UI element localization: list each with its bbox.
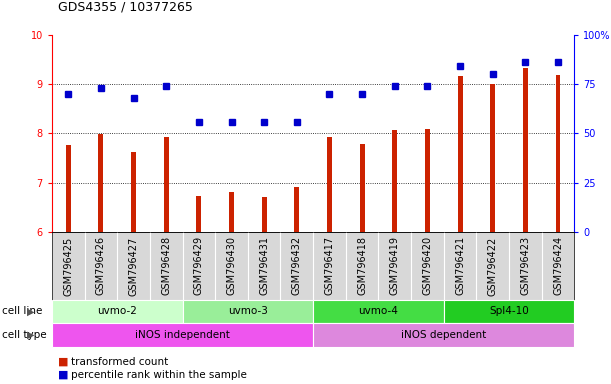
Text: GDS4355 / 10377265: GDS4355 / 10377265 xyxy=(58,0,193,13)
Bar xyxy=(327,137,332,232)
Text: GSM796419: GSM796419 xyxy=(390,237,400,295)
Text: GSM796427: GSM796427 xyxy=(128,236,139,296)
Bar xyxy=(458,76,463,232)
Bar xyxy=(523,68,528,232)
Text: ▶: ▶ xyxy=(27,306,35,316)
Text: cell line: cell line xyxy=(2,306,42,316)
Text: GSM796432: GSM796432 xyxy=(292,237,302,295)
Bar xyxy=(392,130,397,232)
Text: uvmo-3: uvmo-3 xyxy=(228,306,268,316)
Text: iNOS dependent: iNOS dependent xyxy=(401,330,486,340)
Text: transformed count: transformed count xyxy=(71,357,169,367)
Bar xyxy=(490,84,495,232)
Bar xyxy=(131,152,136,232)
Text: GSM796425: GSM796425 xyxy=(64,236,73,296)
Text: GSM796429: GSM796429 xyxy=(194,237,204,295)
Text: GSM796418: GSM796418 xyxy=(357,237,367,295)
Bar xyxy=(555,75,560,232)
Text: GSM796426: GSM796426 xyxy=(96,237,106,295)
Bar xyxy=(425,129,430,232)
Text: GSM796424: GSM796424 xyxy=(553,237,563,295)
Text: GSM796428: GSM796428 xyxy=(161,237,171,295)
Text: uvmo-4: uvmo-4 xyxy=(359,306,398,316)
Text: GSM796423: GSM796423 xyxy=(521,237,530,295)
Text: GSM796420: GSM796420 xyxy=(422,237,433,295)
Bar xyxy=(196,196,201,232)
Bar xyxy=(229,192,234,232)
Bar xyxy=(262,197,266,232)
Text: GSM796422: GSM796422 xyxy=(488,236,498,296)
Bar xyxy=(98,134,103,232)
Text: GSM796421: GSM796421 xyxy=(455,237,465,295)
Text: GSM796417: GSM796417 xyxy=(324,237,334,295)
Bar xyxy=(295,187,299,232)
Text: GSM796430: GSM796430 xyxy=(227,237,236,295)
Text: ▶: ▶ xyxy=(27,330,35,340)
Text: ■: ■ xyxy=(58,370,68,380)
Bar xyxy=(164,137,169,232)
Bar xyxy=(66,145,71,232)
Text: GSM796431: GSM796431 xyxy=(259,237,269,295)
Text: ■: ■ xyxy=(58,357,68,367)
Text: Spl4-10: Spl4-10 xyxy=(489,306,529,316)
Bar xyxy=(360,144,365,232)
Text: percentile rank within the sample: percentile rank within the sample xyxy=(71,370,247,380)
Text: cell type: cell type xyxy=(2,330,46,340)
Text: uvmo-2: uvmo-2 xyxy=(97,306,137,316)
Text: iNOS independent: iNOS independent xyxy=(135,330,230,340)
